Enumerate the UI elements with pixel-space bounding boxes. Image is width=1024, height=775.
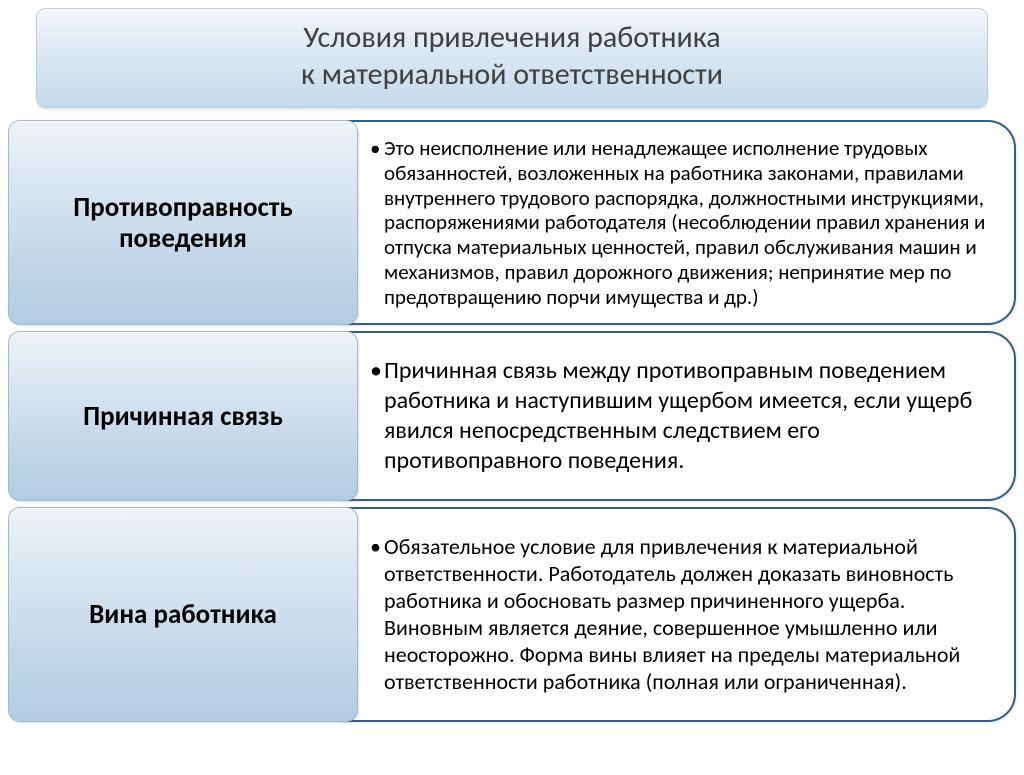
item-label: Причинная связь bbox=[83, 401, 283, 432]
title-line-2: к материальной ответственности bbox=[57, 56, 967, 93]
item-row: Вина работника Обязательное условие для … bbox=[8, 507, 1016, 722]
item-label: Вина работника bbox=[89, 599, 277, 630]
item-desc-box: Причинная связь между противоправным пов… bbox=[340, 331, 1016, 501]
item-label-box: Вина работника bbox=[8, 507, 358, 722]
item-label-box: Противоправность поведения bbox=[8, 120, 358, 325]
item-label: Противоправность поведения bbox=[27, 192, 339, 254]
item-desc-text: Это неисполнение или ненадлежащее исполн… bbox=[384, 136, 990, 309]
title-panel: Условия привлечения работника к материал… bbox=[36, 8, 988, 108]
item-desc-box: Обязательное условие для привлечения к м… bbox=[340, 507, 1016, 722]
item-label-box: Причинная связь bbox=[8, 331, 358, 501]
item-row: Причинная связь Причинная связь между пр… bbox=[8, 331, 1016, 501]
item-row: Противоправность поведения Это неисполне… bbox=[8, 120, 1016, 325]
item-desc-text: Причинная связь между противоправным пов… bbox=[384, 356, 990, 476]
item-desc-box: Это неисполнение или ненадлежащее исполн… bbox=[340, 120, 1016, 325]
item-desc-text: Обязательное условие для привлечения к м… bbox=[384, 534, 990, 695]
items-container: Противоправность поведения Это неисполне… bbox=[0, 120, 1024, 722]
title-line-1: Условия привлечения работника bbox=[57, 19, 967, 56]
